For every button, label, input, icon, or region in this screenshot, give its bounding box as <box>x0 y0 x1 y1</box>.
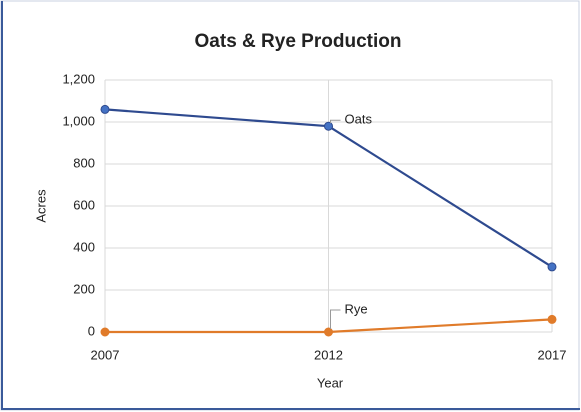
data-point <box>100 104 110 114</box>
x-tick-label: 2017 <box>538 347 567 362</box>
y-tick-label: 0 <box>88 323 95 338</box>
data-point <box>324 121 333 131</box>
x-tick-label: 2012 <box>314 347 343 362</box>
x-axis-label: Year <box>317 375 344 390</box>
label-leader <box>330 309 341 329</box>
y-tick-label: 600 <box>73 197 95 212</box>
data-point <box>547 262 557 272</box>
series-label: Rye <box>345 301 368 316</box>
label-leader <box>330 119 341 124</box>
chart-title: Oats & Rye Production <box>195 31 402 52</box>
y-tick-label: 1,200 <box>62 71 95 86</box>
data-point <box>100 327 110 337</box>
x-tick-label: 2007 <box>91 347 120 362</box>
y-axis-label: Acres <box>33 189 48 223</box>
data-point <box>547 314 557 324</box>
y-tick-label: 800 <box>73 155 95 170</box>
y-tick-label: 400 <box>73 239 95 254</box>
data-point <box>324 327 333 337</box>
y-tick-label: 1,000 <box>62 113 95 128</box>
y-tick-label: 200 <box>73 281 95 296</box>
series-label: Oats <box>345 112 373 127</box>
